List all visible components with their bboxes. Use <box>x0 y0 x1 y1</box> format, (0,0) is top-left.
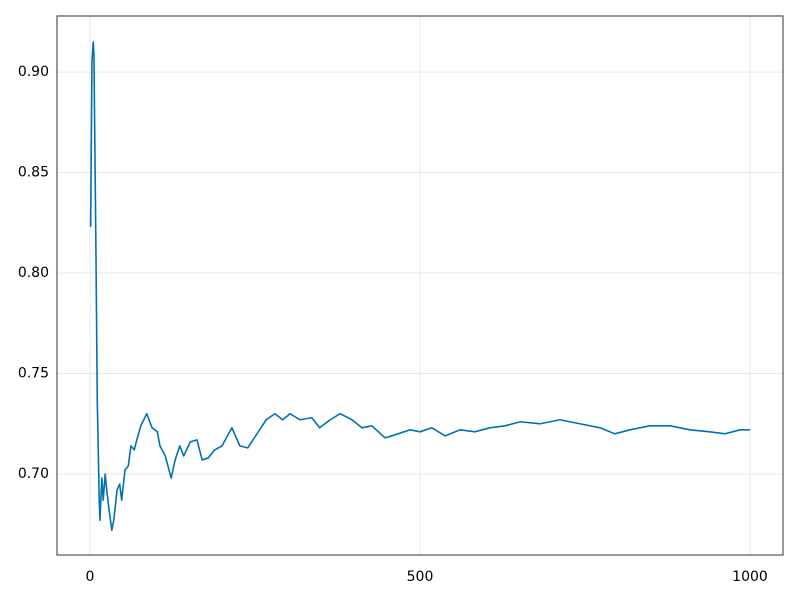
x-tick-label: 1000 <box>732 569 768 585</box>
y-tick-label: 0.85 <box>18 165 49 181</box>
y-tick-label: 0.90 <box>18 64 49 80</box>
plot-area <box>89 41 750 532</box>
x-tick-label: 0 <box>86 569 95 585</box>
x-tick-label: 500 <box>407 569 434 585</box>
frame <box>56 15 784 556</box>
y-tick-label: 0.75 <box>18 366 49 382</box>
line <box>89 41 750 532</box>
y-tick-label: 0.80 <box>18 265 49 281</box>
y-tick-label: 0.70 <box>18 466 49 482</box>
grid <box>57 16 783 555</box>
